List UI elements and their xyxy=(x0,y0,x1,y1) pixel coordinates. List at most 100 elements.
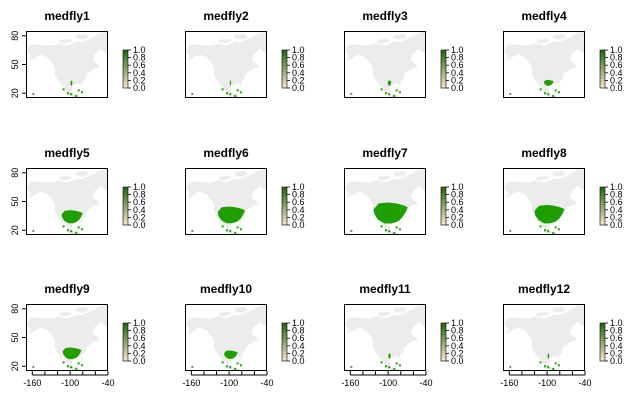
suitable-speck xyxy=(393,232,396,235)
greenland-land xyxy=(94,32,108,54)
legend-tick-label: 0.4 xyxy=(610,68,623,78)
legend-swatch xyxy=(123,84,128,89)
legend-tick-label: 0.6 xyxy=(451,60,464,70)
legend-swatch xyxy=(123,323,128,327)
suitable-speck xyxy=(557,228,560,231)
land-group xyxy=(345,32,426,98)
panel-title: medfly9 xyxy=(44,282,90,296)
legend-tick-label: 1.0 xyxy=(451,318,464,328)
suitable-speck xyxy=(388,93,391,96)
arctic-island xyxy=(75,33,90,40)
suitable-speck xyxy=(75,368,78,371)
arctic-island xyxy=(395,41,406,52)
north-america-land xyxy=(186,32,267,98)
legend-tick-label: 1.0 xyxy=(133,318,146,328)
suitable-speck xyxy=(236,362,239,365)
legend-swatch xyxy=(600,221,605,226)
suitable-speck xyxy=(229,230,232,233)
suitable-speck xyxy=(70,230,73,233)
suitable-speck xyxy=(554,362,557,365)
arctic-island xyxy=(395,314,406,325)
legend-swatch xyxy=(282,199,287,204)
arctic-island xyxy=(376,311,391,317)
hawaii-speck xyxy=(509,230,512,232)
legend-swatch xyxy=(282,218,287,223)
legend-swatch xyxy=(600,187,605,191)
legend-tick-label: 0.8 xyxy=(292,53,305,63)
legend-tick-label: 0.6 xyxy=(451,333,464,343)
legend-swatch xyxy=(600,351,605,356)
legend-swatch xyxy=(441,193,446,197)
suitable-area xyxy=(387,80,392,86)
legend-swatch xyxy=(123,193,128,197)
legend-swatch xyxy=(123,65,128,70)
land-group xyxy=(504,305,585,371)
suitable-speck xyxy=(388,366,391,369)
legend-swatch xyxy=(441,56,446,60)
legend-swatch xyxy=(600,326,605,330)
legend-tick-label: 0.2 xyxy=(610,212,623,222)
legend-frame xyxy=(122,186,129,226)
legend-swatch xyxy=(123,59,128,64)
land-group xyxy=(186,32,267,98)
y-tick-label: 80 xyxy=(10,31,20,41)
legend-tick-label: 0.2 xyxy=(451,212,464,222)
y-tick-label: 50 xyxy=(10,196,20,206)
legend-frame xyxy=(599,322,606,362)
legend-swatch xyxy=(600,59,605,64)
legend-swatch xyxy=(441,338,446,343)
arctic-island xyxy=(217,38,232,44)
map-panel: medfly11 -160 -100 -40 1.00.80.60.40.20.0 xyxy=(341,282,463,388)
suitable-speck xyxy=(67,229,69,232)
legend-swatch xyxy=(441,72,446,76)
legend-tick-label: 0.8 xyxy=(451,326,464,336)
suitable-speck xyxy=(388,230,391,233)
x-tick-label: -40 xyxy=(578,378,591,388)
legend-swatch xyxy=(282,50,287,54)
legend-swatch xyxy=(123,215,128,220)
legend-swatch xyxy=(600,206,605,210)
arctic-island xyxy=(554,178,565,189)
suitable-speck xyxy=(398,228,401,231)
legend-swatch xyxy=(282,193,287,197)
suitable-speck xyxy=(234,95,237,98)
land-group xyxy=(345,305,426,371)
legend-swatch xyxy=(282,221,287,226)
legend-tick-label: 0.4 xyxy=(292,205,305,215)
arctic-island xyxy=(234,306,249,313)
legend-frame xyxy=(440,49,447,89)
greenland-land xyxy=(412,32,426,54)
legend-tick-label: 0.2 xyxy=(292,75,305,85)
legend-tick-label: 0.2 xyxy=(292,348,305,358)
legend-swatch xyxy=(441,84,446,89)
map-panel: medfly1 20 50 80 1.00.80.60.40.20.0 xyxy=(10,9,146,98)
suitable-speck xyxy=(239,364,242,367)
panel-title: medfly8 xyxy=(521,146,567,160)
suitable-speck xyxy=(80,364,83,367)
legend-swatch xyxy=(441,348,446,352)
suitable-speck xyxy=(67,92,69,95)
suitable-speck xyxy=(398,91,401,94)
legend-swatch xyxy=(441,206,446,210)
legend-swatch xyxy=(123,357,128,362)
legend-tick-label: 0.6 xyxy=(451,197,464,207)
plot-frame xyxy=(344,304,426,371)
legend-swatch xyxy=(123,212,128,216)
land-group xyxy=(27,32,108,98)
legend-tick-label: 0.4 xyxy=(292,341,305,351)
suitable-speck xyxy=(234,368,237,371)
map-panel: medfly8 1.00.80.60.40.20.0 xyxy=(503,146,623,235)
legend-swatch xyxy=(123,348,128,352)
greenland-land xyxy=(412,169,426,191)
x-tick-label: -160 xyxy=(182,378,200,388)
legend-swatch xyxy=(282,78,287,83)
legend-frame xyxy=(281,186,288,226)
north-america-land xyxy=(27,305,108,371)
legend-swatch xyxy=(123,354,128,359)
legend-tick-label: 0.8 xyxy=(133,190,146,200)
greenland-land xyxy=(253,32,267,54)
legend-swatch xyxy=(441,329,446,333)
legend-swatch xyxy=(600,50,605,54)
suitable-speck xyxy=(234,232,237,235)
north-america-land xyxy=(27,32,108,98)
